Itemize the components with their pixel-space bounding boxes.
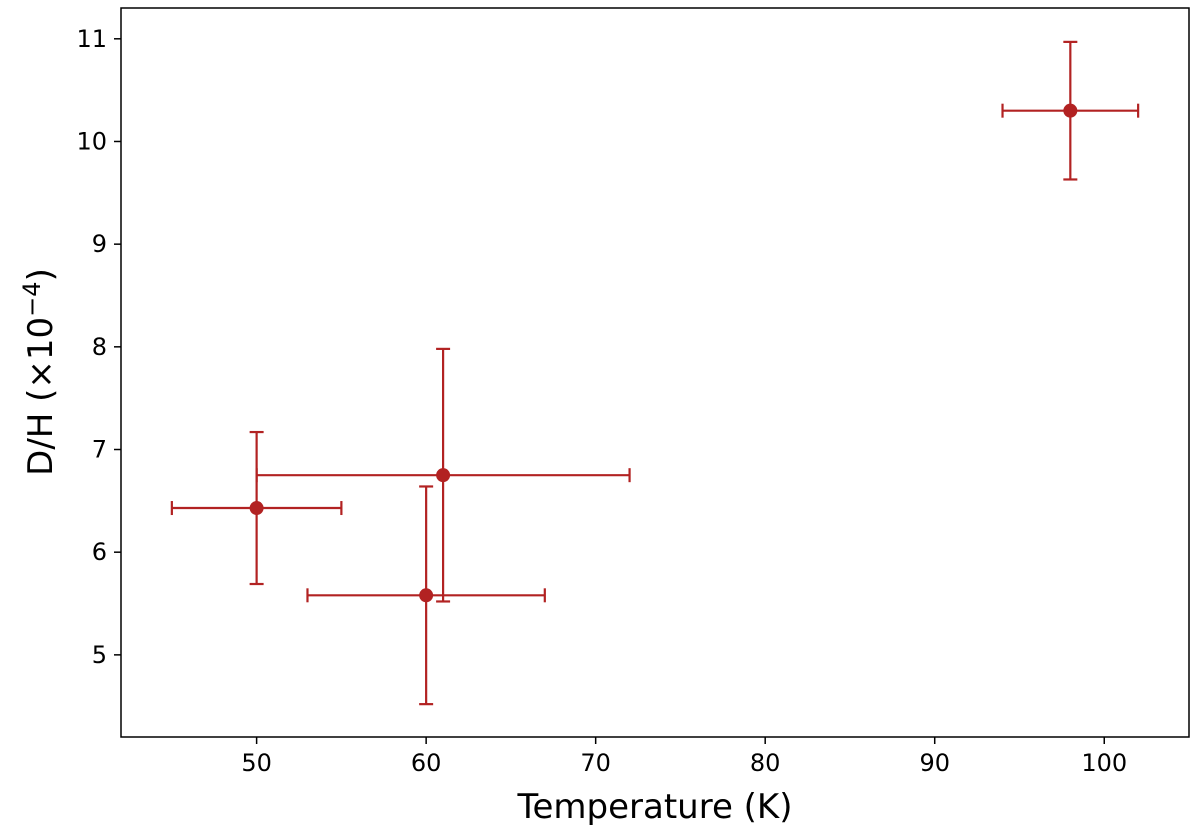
y-tick-label: 5 [92, 641, 107, 669]
data-point-2 [436, 468, 451, 483]
y-tick-label: 10 [76, 127, 107, 155]
x-tick-label: 70 [580, 749, 611, 777]
y-axis-label: D/H (×10−4) [18, 268, 61, 476]
y-axis-label-main: D/H (×10 [21, 317, 61, 476]
x-tick-label: 90 [919, 749, 950, 777]
x-tick-label: 60 [411, 749, 442, 777]
data-point-3 [419, 588, 434, 603]
x-tick-label: 100 [1081, 749, 1127, 777]
y-axis-label-close: ) [21, 268, 61, 281]
y-axis-ticks: 5 6 7 8 9 10 11 [76, 25, 121, 669]
plot-area [120, 7, 1190, 738]
y-tick-label: 7 [92, 436, 107, 464]
y-tick-label: 6 [92, 538, 107, 566]
y-axis-label-exponent: −4 [18, 281, 46, 316]
y-tick-label: 8 [92, 333, 107, 361]
x-tick-label: 80 [750, 749, 781, 777]
data-point-4 [1063, 103, 1078, 118]
y-tick-label: 11 [76, 25, 107, 53]
x-axis-label: Temperature (K) [516, 787, 792, 827]
x-tick-label: 50 [241, 749, 272, 777]
x-axis-ticks: 50 60 70 80 90 100 [241, 737, 1127, 777]
data-point-1 [249, 501, 264, 516]
y-tick-label: 9 [92, 230, 107, 258]
data-points [249, 103, 1078, 603]
